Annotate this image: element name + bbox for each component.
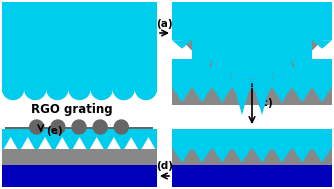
Bar bbox=[172, 129, 332, 149]
Polygon shape bbox=[292, 87, 312, 102]
Polygon shape bbox=[107, 137, 121, 149]
Polygon shape bbox=[232, 87, 252, 102]
Circle shape bbox=[25, 78, 46, 99]
Text: (e): (e) bbox=[46, 126, 62, 136]
Circle shape bbox=[114, 120, 128, 134]
Bar bbox=[272, 28, 292, 73]
Bar bbox=[5, 127, 153, 133]
Circle shape bbox=[135, 78, 156, 99]
Polygon shape bbox=[272, 73, 292, 104]
Polygon shape bbox=[273, 149, 291, 163]
Bar bbox=[172, 59, 332, 87]
Bar bbox=[292, 28, 312, 60]
Circle shape bbox=[91, 78, 112, 99]
Polygon shape bbox=[212, 87, 232, 102]
Circle shape bbox=[30, 120, 44, 134]
Polygon shape bbox=[172, 87, 192, 102]
Bar bbox=[252, 28, 272, 79]
Polygon shape bbox=[172, 28, 332, 80]
Bar bbox=[172, 149, 332, 165]
Circle shape bbox=[51, 120, 65, 134]
Polygon shape bbox=[212, 73, 232, 104]
Polygon shape bbox=[38, 137, 52, 149]
Polygon shape bbox=[312, 40, 332, 49]
Bar bbox=[232, 28, 252, 79]
Bar bbox=[312, 28, 332, 40]
Polygon shape bbox=[252, 87, 272, 102]
Text: (c): (c) bbox=[257, 98, 273, 108]
Text: (d): (d) bbox=[156, 161, 173, 171]
Circle shape bbox=[72, 120, 86, 134]
Bar bbox=[2, 165, 157, 187]
Polygon shape bbox=[312, 87, 332, 102]
Bar bbox=[172, 87, 332, 105]
Polygon shape bbox=[72, 137, 87, 149]
Polygon shape bbox=[232, 79, 252, 115]
Text: RGO grating: RGO grating bbox=[31, 103, 113, 116]
Circle shape bbox=[47, 78, 68, 99]
Bar bbox=[2, 129, 157, 149]
Polygon shape bbox=[124, 137, 138, 149]
Polygon shape bbox=[21, 137, 35, 149]
Bar bbox=[172, 2, 332, 28]
Polygon shape bbox=[142, 137, 155, 149]
Text: (a): (a) bbox=[156, 19, 173, 29]
Bar bbox=[172, 165, 332, 187]
Bar bbox=[2, 149, 157, 165]
Polygon shape bbox=[173, 149, 191, 163]
Text: (b): (b) bbox=[257, 51, 274, 61]
Circle shape bbox=[69, 78, 90, 99]
Circle shape bbox=[113, 78, 134, 99]
Bar bbox=[2, 2, 157, 89]
Polygon shape bbox=[253, 149, 271, 163]
Circle shape bbox=[3, 78, 24, 99]
Polygon shape bbox=[192, 87, 212, 102]
Polygon shape bbox=[172, 40, 192, 49]
Bar bbox=[192, 28, 212, 60]
Polygon shape bbox=[213, 149, 231, 163]
Polygon shape bbox=[55, 137, 69, 149]
Polygon shape bbox=[193, 149, 211, 163]
Circle shape bbox=[93, 120, 107, 134]
Bar bbox=[172, 28, 192, 40]
Bar bbox=[212, 28, 232, 73]
Polygon shape bbox=[272, 87, 292, 102]
Polygon shape bbox=[90, 137, 104, 149]
Polygon shape bbox=[192, 60, 212, 82]
Polygon shape bbox=[252, 79, 272, 115]
Polygon shape bbox=[233, 149, 251, 163]
Polygon shape bbox=[4, 137, 17, 149]
Polygon shape bbox=[313, 149, 331, 163]
Polygon shape bbox=[293, 149, 311, 163]
Polygon shape bbox=[292, 60, 312, 82]
